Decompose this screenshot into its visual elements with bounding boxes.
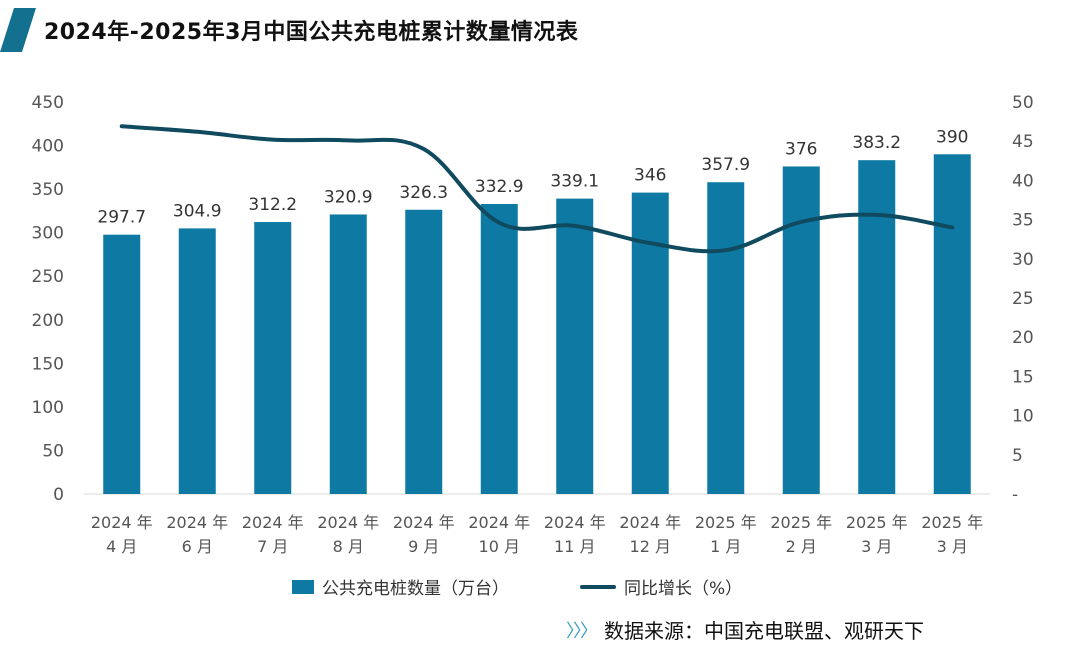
bar-data-label: 357.9 [701, 155, 750, 175]
legend-bar-label: 公共充电桩数量（万台） [322, 579, 509, 599]
y-left-tick-label: 350 [32, 180, 64, 200]
y-right-tick-label: 50 [1012, 93, 1034, 113]
x-tick-label-month: 12 月 [630, 537, 671, 556]
bar [556, 198, 594, 495]
data-source: 〉〉〉 数据来源：中国充电联盟、观研天下 [566, 615, 924, 644]
bar-data-label: 383.2 [852, 133, 901, 153]
y-right-tick-label: 20 [1012, 328, 1034, 348]
legend-line-label: 同比增长（%） [624, 579, 743, 599]
y-right-tick-label: 25 [1012, 289, 1034, 309]
y-left-tick-label: 200 [32, 311, 64, 331]
x-tick-label-month: 1 月 [710, 537, 741, 556]
y-right-tick-label: 45 [1012, 132, 1034, 152]
x-tick-label-year: 2024 年 [317, 513, 379, 532]
x-tick-label-month: 8 月 [333, 537, 364, 556]
x-tick-label-year: 2024 年 [91, 513, 153, 532]
y-left-tick-label: 150 [32, 354, 64, 374]
x-tick-label-month: 2 月 [786, 537, 817, 556]
bar-data-label: 332.9 [475, 177, 524, 197]
bar-data-label: 320.9 [324, 187, 373, 207]
legend-item-bar: 公共充电桩数量（万台） [292, 574, 509, 599]
bar-data-label: 339.1 [550, 172, 599, 192]
bar-data-label: 376 [785, 139, 817, 159]
x-tick-label-year: 2024 年 [393, 513, 455, 532]
bar [782, 166, 820, 494]
y-left-tick-label: 250 [32, 267, 64, 287]
x-tick-label-year: 2025 年 [695, 513, 757, 532]
bar [858, 160, 896, 494]
y-left-tick-label: 50 [42, 441, 64, 461]
legend-item-line: 同比增长（%） [580, 574, 742, 599]
y-right-tick-label: 10 [1012, 407, 1034, 427]
bar-data-label: 297.7 [97, 208, 146, 228]
x-tick-label-month: 6 月 [182, 537, 213, 556]
y-left-tick-label: 100 [32, 398, 64, 418]
x-tick-label-month: 9 月 [408, 537, 439, 556]
y-right-tick-label: 35 [1012, 211, 1034, 231]
y-left-tick-label: 0 [53, 485, 64, 505]
x-tick-label-year: 2025 年 [921, 513, 983, 532]
bar [480, 204, 518, 494]
bar-data-label: 346 [634, 166, 666, 186]
x-tick-label-year: 2025 年 [846, 513, 908, 532]
x-tick-label-year: 2024 年 [242, 513, 304, 532]
x-tick-label-month: 11 月 [554, 537, 595, 556]
x-tick-label-year: 2024 年 [619, 513, 681, 532]
x-tick-label-year: 2024 年 [468, 513, 530, 532]
bar [707, 182, 745, 494]
bar [933, 154, 971, 494]
y-left-tick-label: 300 [32, 224, 64, 244]
bar [631, 192, 669, 494]
bar [254, 222, 292, 494]
x-tick-label-month: 4 月 [106, 537, 137, 556]
x-tick-label-month: 10 月 [479, 537, 520, 556]
bar-data-label: 326.3 [399, 183, 448, 203]
y-right-tick-label: - [1012, 485, 1018, 505]
x-tick-label-month: 3 月 [937, 537, 968, 556]
bar-data-label: 304.9 [173, 201, 222, 221]
source-arrows-icon: 〉〉〉 [566, 620, 598, 642]
y-left-tick-label: 450 [32, 93, 64, 113]
title-accent-icon [0, 8, 36, 52]
chart-title: 2024年-2025年3月中国公共充电桩累计数量情况表 [44, 20, 579, 45]
bar-data-label: 312.2 [248, 195, 297, 215]
y-right-tick-label: 40 [1012, 171, 1034, 191]
y-right-tick-label: 5 [1012, 446, 1023, 466]
bar [329, 214, 367, 494]
growth-line [119, 124, 955, 254]
x-tick-label-year: 2024 年 [544, 513, 606, 532]
bar [405, 209, 443, 494]
x-tick-label-year: 2024 年 [166, 513, 228, 532]
title-bar: 2024年-2025年3月中国公共充电桩累计数量情况表 [0, 0, 1077, 62]
x-tick-label-month: 7 月 [257, 537, 288, 556]
x-tick-label-month: 3 月 [861, 537, 892, 556]
legend: 公共充电桩数量（万台） 同比增长（%） [0, 574, 1077, 600]
bar-data-label: 390 [936, 127, 968, 147]
y-right-tick-label: 15 [1012, 367, 1034, 387]
source-text: 数据来源：中国充电联盟、观研天下 [604, 619, 924, 643]
legend-line-swatch [580, 584, 616, 589]
y-left-tick-label: 400 [32, 137, 64, 157]
x-tick-label-year: 2025 年 [770, 513, 832, 532]
bar [103, 234, 141, 494]
y-right-tick-label: 30 [1012, 250, 1034, 270]
bar [178, 228, 216, 494]
legend-bar-swatch [292, 579, 314, 594]
